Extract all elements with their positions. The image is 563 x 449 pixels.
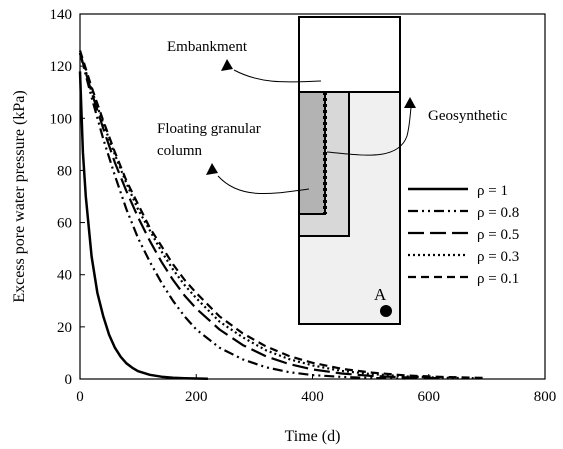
x-tick-label: 400 <box>301 389 324 405</box>
x-axis-title: Time (d) <box>285 428 341 445</box>
geosynthetic-arrowhead-icon <box>404 97 416 108</box>
legend-label-3: ρ = 0.3 <box>477 249 519 265</box>
geosynthetic-label: Geosynthetic <box>428 108 507 124</box>
x-tick-label: 200 <box>185 389 208 405</box>
inset-schematic: A Embankment Floating granular column Ge… <box>157 16 507 325</box>
series-line-2 <box>78 52 441 380</box>
x-tick-label: 600 <box>418 389 441 405</box>
legend-label-4: ρ = 0.1 <box>477 271 519 287</box>
series-line-4 <box>78 50 487 380</box>
series-line-1 <box>78 52 406 380</box>
granular-column <box>298 91 326 215</box>
y-tick-label: 60 <box>57 216 72 232</box>
y-tick-label: 20 <box>57 320 72 336</box>
y-tick-label: 100 <box>50 111 73 127</box>
x-tick-label: 800 <box>534 389 557 405</box>
embankment-callout-line <box>233 69 322 83</box>
series-lines <box>78 50 487 380</box>
point-a-marker <box>380 305 392 317</box>
y-axis-title: Excess pore water pressure (kPa) <box>11 90 28 302</box>
geosynthetic-callout-line <box>326 107 412 156</box>
series-line-0 <box>78 71 208 380</box>
y-tick-label: 120 <box>50 59 73 75</box>
x-tick-label: 0 <box>76 389 84 405</box>
column-arrowhead-icon <box>206 163 218 175</box>
column-label-line2: column <box>157 143 202 159</box>
series-line-3 <box>78 52 476 380</box>
legend-label-2: ρ = 0.5 <box>477 227 519 243</box>
column-callout-line <box>217 175 310 195</box>
plot-area: 0 200 400 600 800 0 20 40 60 80 100 120 140 Time (d) E… <box>11 7 556 445</box>
y-tick-label: 80 <box>57 163 72 179</box>
legend: ρ = 1 ρ = 0.8 ρ = 0.5 ρ = 0.3 ρ = 0.1 <box>408 183 519 287</box>
y-tick-label: 140 <box>50 7 73 23</box>
legend-label-0: ρ = 1 <box>477 183 508 199</box>
embankment-arrowhead-icon <box>221 59 233 71</box>
embankment-box <box>298 16 401 93</box>
column-label-line1: Floating granular <box>157 121 261 137</box>
legend-label-1: ρ = 0.8 <box>477 205 519 221</box>
point-a-label: A <box>374 285 387 304</box>
y-tick-label: 40 <box>57 268 72 284</box>
embankment-label: Embankment <box>167 39 248 55</box>
y-tick-label: 0 <box>65 372 73 388</box>
